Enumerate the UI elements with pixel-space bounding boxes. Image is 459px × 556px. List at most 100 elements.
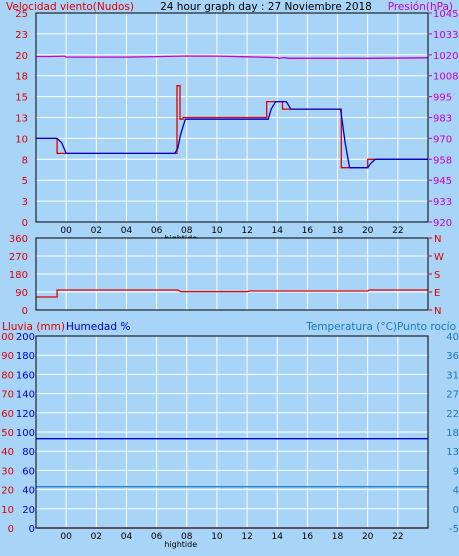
direction-tick-0: 0	[22, 306, 28, 317]
humidity-tick-20: 20	[22, 505, 35, 516]
hour-label-12: 12	[241, 532, 252, 542]
hour-label-12: 12	[241, 226, 252, 236]
humidity-tick-40: 40	[22, 486, 35, 497]
hour-label-20: 20	[362, 226, 374, 236]
hour-label-16: 16	[302, 532, 314, 542]
wind-tick-23: 23	[15, 30, 28, 41]
rain-tick-20: 20	[1, 486, 14, 497]
wind-speed-ticks: 0 3 5 8 10 13 15 18 20 23 25	[15, 9, 28, 229]
hour-label-22: 22	[392, 532, 403, 542]
wind-pressure-series	[36, 55, 429, 169]
hour-ticks-top: 00 02 04 06 08 10 12 14 16 18 20 22	[60, 226, 403, 236]
wind-speed-line	[36, 100, 428, 169]
rain-tick-0: 0	[8, 524, 14, 535]
wind-tick-3: 3	[22, 197, 28, 208]
compass-tick-E: E	[434, 288, 440, 299]
hour-label-10: 10	[211, 226, 223, 236]
hour-label-00: 00	[60, 532, 72, 542]
pressure-line	[36, 55, 429, 60]
rain-ticks: 0 10 20 30 40 50 60 70 80 90 100	[0, 332, 14, 535]
wind-tick-15: 15	[15, 93, 28, 104]
humidity-tick-80: 80	[22, 447, 35, 458]
hour-label-02: 02	[91, 532, 102, 542]
pressure-tick-1033: 1033	[433, 30, 458, 41]
hour-label-00: 00	[60, 226, 72, 236]
rain-tick-60: 60	[1, 409, 14, 420]
hour-label-06: 06	[151, 532, 163, 542]
rain-humidity-temperature-panel: 0102030405060708090100 02040608010012014…	[0, 321, 459, 549]
compass-tick-W: W	[434, 252, 444, 263]
temperature-tick-4: 4	[453, 486, 459, 497]
wind-tick-0: 0	[22, 218, 28, 229]
wind-direction-series	[36, 289, 428, 298]
wind-direction-line	[36, 289, 428, 298]
rain-humidity-grid	[36, 335, 428, 529]
temperature-axis-title: Temperatura (°C)Punto rocío	[305, 321, 456, 333]
temperature-tick-18: 18	[446, 428, 459, 439]
humidity-tick-0: 0	[29, 524, 35, 535]
hour-label-10: 10	[211, 532, 223, 542]
temperature-tick--5: -5	[449, 524, 459, 535]
hour-label-18: 18	[332, 532, 344, 542]
chart-title: 24 hour graph day : 27 Noviembre 2018	[160, 1, 372, 13]
hour-label-08: 08	[181, 226, 193, 236]
hour-label-14: 14	[272, 226, 284, 236]
hour-label-04: 04	[121, 532, 133, 542]
compass-tick-N: N	[434, 234, 441, 245]
humidity-tick-120: 120	[16, 409, 35, 420]
pressure-tick-945: 945	[433, 176, 452, 187]
hour-label-02: 02	[91, 226, 102, 236]
temperature-tick-40: 40	[446, 332, 459, 343]
temperature-ticks: -5 0 4 9 13 18 22 27 31 36 40	[446, 332, 459, 535]
direction-tick-270: 270	[9, 252, 28, 263]
wind-tick-25: 25	[15, 9, 28, 20]
humidity-tick-60: 60	[22, 466, 35, 477]
rain-tick-50: 50	[1, 428, 14, 439]
humidity-ticks: 0 20 40 60 80 100 120 140 160 180 200	[16, 332, 35, 535]
pressure-tick-920: 920	[433, 218, 452, 229]
temperature-tick-9: 9	[453, 466, 459, 477]
hightide-label-bottom: hightide	[164, 540, 197, 549]
humidity-tick-140: 140	[16, 390, 35, 401]
temperature-tick-22: 22	[446, 409, 459, 420]
rain-tick-70: 70	[1, 390, 14, 401]
wind-tick-10: 10	[15, 134, 28, 145]
rain-tick-30: 30	[1, 466, 14, 477]
wind-speed-axis-title: Velocidad viento(Nudos)	[6, 1, 134, 13]
pressure-tick-970: 970	[433, 134, 452, 145]
direction-tick-180: 180	[9, 270, 28, 281]
wind-pressure-frame	[35, 12, 429, 223]
humidity-axis-title: Humedad %	[66, 321, 130, 333]
pressure-tick-1045: 1045	[433, 9, 458, 20]
pressure-ticks: 920 933 945 958 970 983 995 1008 1020 1033 1045	[429, 9, 458, 229]
pressure-tick-933: 933	[433, 197, 452, 208]
pressure-tick-983: 983	[433, 114, 452, 125]
wind-tick-13: 13	[15, 114, 28, 125]
temperature-tick-31: 31	[446, 370, 459, 381]
rain-tick-10: 10	[1, 505, 14, 516]
pressure-tick-1008: 1008	[433, 72, 458, 83]
humidity-tick-200: 200	[16, 332, 35, 343]
pressure-tick-1020: 1020	[433, 51, 458, 62]
temperature-tick-0: 0	[453, 505, 459, 516]
wind-tick-8: 8	[22, 155, 28, 166]
rain-tick-90: 90	[1, 351, 14, 362]
rain-tick-80: 80	[1, 370, 14, 381]
hour-label-20: 20	[362, 532, 374, 542]
pressure-tick-995: 995	[433, 93, 452, 104]
wind-tick-18: 18	[15, 72, 28, 83]
humidity-tick-160: 160	[16, 370, 35, 381]
wind-tick-5: 5	[22, 176, 28, 187]
hour-label-14: 14	[272, 532, 284, 542]
humidity-tick-180: 180	[16, 351, 35, 362]
hour-label-08: 08	[181, 532, 193, 542]
rain-humidity-frame	[35, 335, 429, 529]
temperature-tick-13: 13	[446, 447, 459, 458]
wind-tick-20: 20	[15, 51, 28, 62]
hour-ticks-bottom: 00 02 04 06 08 10 12 14 16 18 20 22	[60, 532, 403, 542]
pressure-tick-958: 958	[433, 155, 452, 166]
hour-label-16: 16	[302, 226, 314, 236]
